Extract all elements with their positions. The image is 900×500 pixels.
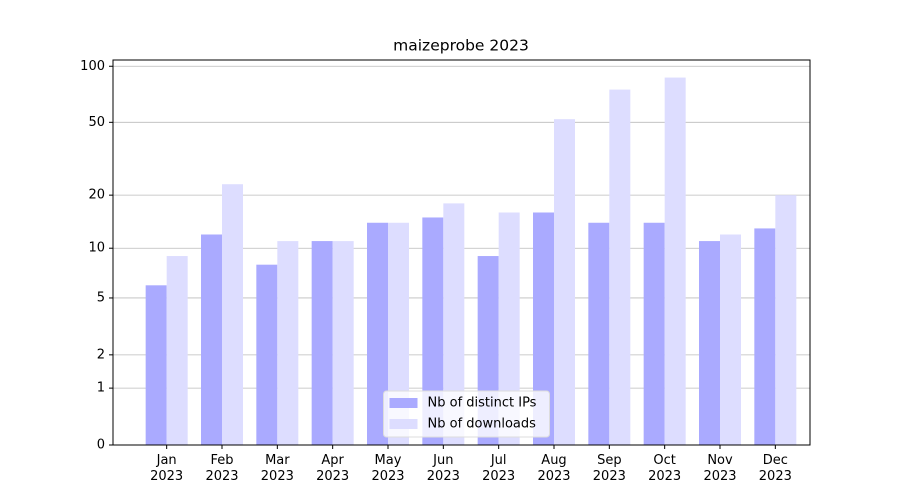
bar [277,241,299,445]
bar [533,212,554,445]
bar [754,228,776,445]
x-tick-label: Mar 2023 [260,453,294,484]
bar [201,234,222,445]
x-tick-label: May 2023 [371,453,405,484]
bar [554,119,575,445]
bar [609,89,631,445]
legend-swatch [389,419,418,429]
bar [498,212,520,445]
legend-box [383,390,550,438]
bar [699,241,720,445]
bar [166,256,188,445]
y-tick-label: 2 [97,347,105,362]
bar [367,222,388,445]
x-tick-label: Aug 2023 [537,453,571,484]
x-tick-label: Jun 2023 [426,453,460,484]
bar [720,234,741,445]
x-tick-label: Feb 2023 [205,453,239,484]
bar [222,184,243,445]
y-tick-label: 1 [97,381,105,396]
bar [388,222,409,445]
plot-frame [112,59,811,446]
chart-title: maizeprobe 2023 [393,37,529,55]
bar [588,222,610,445]
y-tick-label: 50 [88,115,105,130]
x-tick-label: Jul 2023 [482,453,516,484]
bar [145,285,167,445]
x-tick-label: Oct 2023 [648,453,682,484]
x-tick-label: Jan 2023 [150,453,184,484]
bar [664,77,686,446]
y-tick-label: 20 [88,188,105,203]
legend-swatch [389,398,418,408]
legend-label: Nb of distinct IPs [428,396,537,411]
bar [311,241,333,445]
x-tick-label: Sep 2023 [592,453,626,484]
y-tick-label: 0 [97,438,105,453]
bar [643,222,665,445]
x-tick-label: Dec 2023 [758,453,792,484]
bar [443,203,465,445]
y-tick-label: 100 [80,59,105,74]
bar [256,264,278,445]
bar [332,241,354,445]
x-tick-label: Apr 2023 [316,453,350,484]
y-tick-label: 5 [97,290,105,305]
y-tick-label: 10 [88,241,105,256]
bar [422,217,444,445]
legend-label: Nb of downloads [428,417,537,432]
x-tick-label: Nov 2023 [703,453,737,484]
bar [775,195,797,445]
